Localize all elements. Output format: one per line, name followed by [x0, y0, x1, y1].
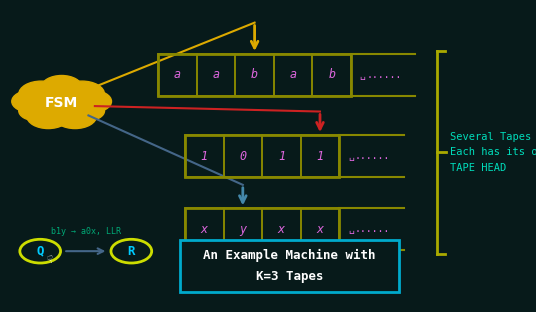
Text: b: b	[251, 68, 258, 81]
Text: Q: Q	[36, 245, 44, 258]
Text: a: a	[212, 68, 220, 81]
Text: x: x	[278, 223, 285, 236]
Text: ......: ......	[366, 70, 401, 80]
Text: R: R	[128, 245, 135, 258]
Text: An Example Machine with
K=3 Tapes: An Example Machine with K=3 Tapes	[203, 249, 376, 283]
Text: FSM: FSM	[45, 96, 78, 110]
Text: 1: 1	[200, 149, 208, 163]
Bar	[224, 208, 262, 250]
Circle shape	[27, 104, 70, 129]
Text: Several Tapes .
Each has its own
TAPE HEAD: Several Tapes . Each has its own TAPE HE…	[450, 131, 536, 173]
Bar	[274, 54, 312, 96]
Bar	[185, 208, 339, 250]
Text: ␣: ␣	[348, 224, 354, 234]
Text: b1y → a0x, LLR: b1y → a0x, LLR	[51, 227, 121, 236]
Text: ␣: ␣	[360, 70, 366, 80]
Circle shape	[54, 104, 96, 129]
Text: a: a	[289, 68, 297, 81]
Text: a: a	[174, 68, 181, 81]
Bar	[312, 54, 351, 96]
Bar	[158, 54, 351, 96]
Bar	[262, 135, 301, 177]
Text: ☟: ☟	[46, 255, 53, 265]
Circle shape	[19, 81, 64, 107]
Bar	[262, 208, 301, 250]
Text: ␣: ␣	[348, 151, 354, 161]
Bar	[235, 54, 274, 96]
FancyBboxPatch shape	[180, 240, 399, 292]
Text: b: b	[328, 68, 336, 81]
Bar	[197, 54, 235, 96]
Text: ......: ......	[354, 151, 390, 161]
Circle shape	[12, 90, 49, 112]
Circle shape	[70, 101, 105, 121]
Circle shape	[31, 85, 93, 121]
Bar	[301, 135, 339, 177]
Text: ......: ......	[354, 224, 390, 234]
Text: 1: 1	[278, 149, 285, 163]
Bar	[224, 135, 262, 177]
Bar	[301, 208, 339, 250]
Circle shape	[41, 76, 82, 99]
Bar	[158, 54, 197, 96]
Circle shape	[19, 101, 53, 121]
Circle shape	[59, 81, 105, 107]
Circle shape	[74, 90, 111, 112]
Text: 0: 0	[239, 149, 247, 163]
Text: x: x	[200, 223, 208, 236]
Bar	[185, 135, 224, 177]
Bar	[185, 208, 224, 250]
Text: 1: 1	[316, 149, 324, 163]
Bar	[185, 135, 339, 177]
Text: x: x	[316, 223, 324, 236]
Text: y: y	[239, 223, 247, 236]
